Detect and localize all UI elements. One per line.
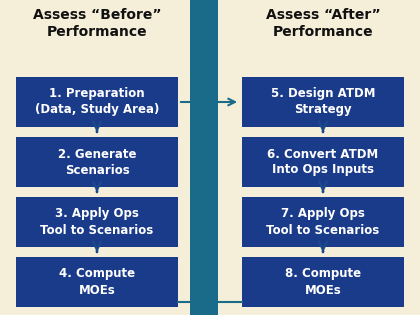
FancyBboxPatch shape — [242, 257, 404, 307]
FancyBboxPatch shape — [16, 197, 178, 247]
FancyBboxPatch shape — [16, 137, 178, 187]
Text: 2. Generate
Scenarios: 2. Generate Scenarios — [58, 147, 136, 176]
FancyBboxPatch shape — [242, 197, 404, 247]
Text: 8. Compute
MOEs: 8. Compute MOEs — [285, 267, 361, 296]
Text: 3. Apply Ops
Tool to Scenarios: 3. Apply Ops Tool to Scenarios — [40, 208, 154, 237]
FancyBboxPatch shape — [16, 257, 178, 307]
FancyBboxPatch shape — [242, 137, 404, 187]
Text: 7. Apply Ops
Tool to Scenarios: 7. Apply Ops Tool to Scenarios — [266, 208, 380, 237]
Text: 1. Preparation
(Data, Study Area): 1. Preparation (Data, Study Area) — [35, 88, 159, 117]
Text: Assess “Before”
Performance: Assess “Before” Performance — [33, 8, 161, 39]
Text: 5. Design ATDM
Strategy: 5. Design ATDM Strategy — [271, 88, 375, 117]
Text: 6. Convert ATDM
Into Ops Inputs: 6. Convert ATDM Into Ops Inputs — [268, 147, 378, 176]
Bar — [190, 0, 218, 315]
FancyBboxPatch shape — [16, 77, 178, 127]
FancyBboxPatch shape — [242, 77, 404, 127]
Text: 4. Compute
MOEs: 4. Compute MOEs — [59, 267, 135, 296]
Text: Assess “After”
Performance: Assess “After” Performance — [266, 8, 381, 39]
